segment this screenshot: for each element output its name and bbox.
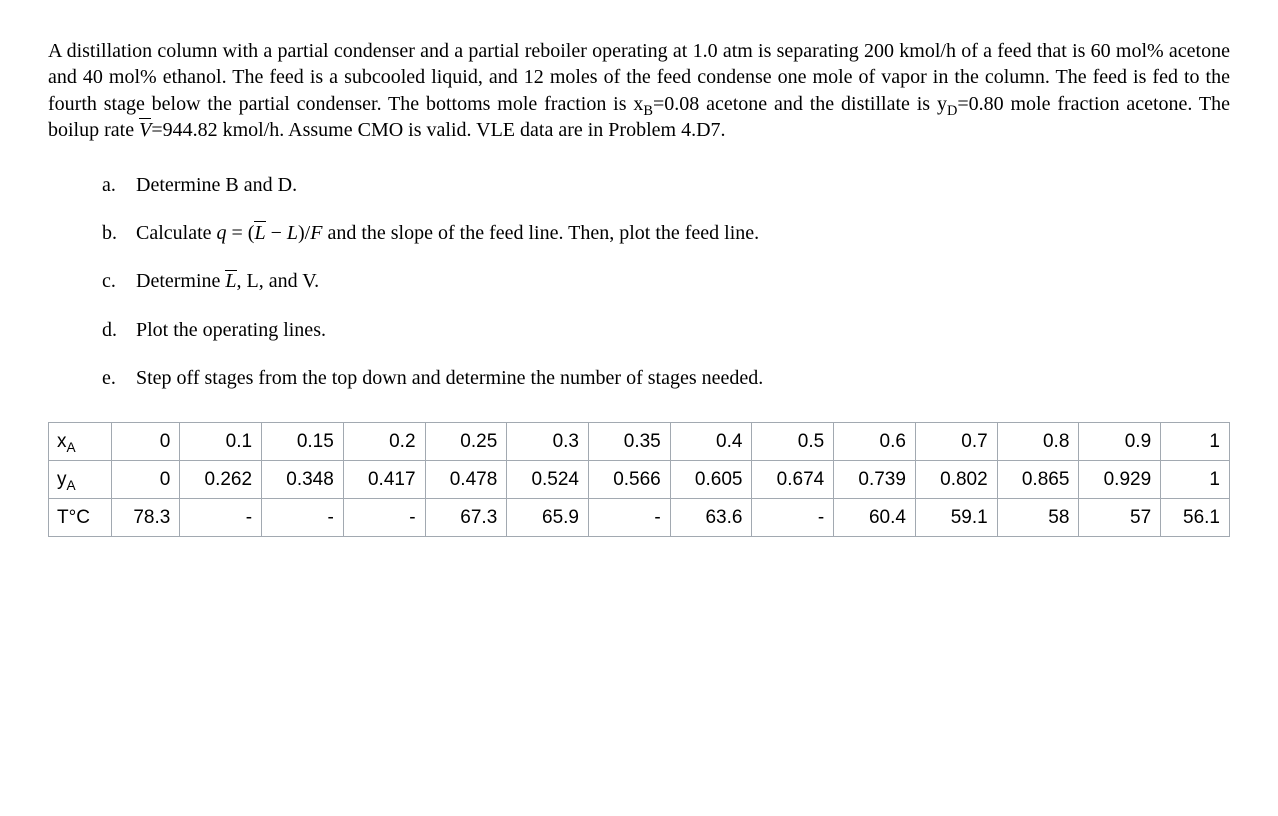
question-d-text: Plot the operating lines. [136,319,326,341]
table-cell: - [180,498,262,536]
xa-label: x [57,431,67,452]
table-cell: 0.417 [343,460,425,498]
l-bar-b: L [254,220,265,246]
question-e-text: Step off stages from the top down and de… [136,367,763,389]
table-cell: 0.348 [262,460,344,498]
table-cell: 0.25 [425,422,507,460]
question-c-pre: Determine [136,270,225,292]
question-b-pre: Calculate [136,222,217,244]
table-row-xa: xA 00.10.150.20.250.30.350.40.50.60.70.8… [49,422,1230,460]
question-e: e. Step off stages from the top down and… [102,365,1230,391]
marker-e: e. [102,365,116,391]
question-c-post: , L, and V. [237,270,320,292]
table-cell: 57 [1079,498,1161,536]
table-cell: 0.8 [997,422,1079,460]
intro-end: =944.82 kmol/h. Assume CMO is valid. VLE… [151,119,725,141]
table-cell: 0.865 [997,460,1079,498]
table-row-ya: yA 00.2620.3480.4170.4780.5240.5660.6050… [49,460,1230,498]
marker-c: c. [102,268,116,294]
row-head-tc: T°C [49,498,112,536]
table-cell: 0.739 [834,460,916,498]
table-cell: 0.674 [752,460,834,498]
table-cell: 1 [1161,460,1230,498]
problem-statement: A distillation column with a partial con… [48,38,1230,144]
l-bar-c: L [225,268,236,294]
marker-d: d. [102,317,117,343]
table-cell: - [589,498,671,536]
table-cell: 63.6 [670,498,752,536]
table-cell: - [262,498,344,536]
table-cell: 0 [111,422,180,460]
question-d: d. Plot the operating lines. [102,317,1230,343]
v-bar: V [139,117,151,143]
question-b-eq: = ( [227,222,255,244]
table-cell: 56.1 [1161,498,1230,536]
table-cell: 0.478 [425,460,507,498]
table-cell: 0.2 [343,422,425,460]
table-cell: 0.802 [915,460,997,498]
table-cell: 0.929 [1079,460,1161,498]
table-cell: 0.605 [670,460,752,498]
question-b: b. Calculate q = (L − L)/F and the slope… [102,220,1230,246]
table-cell: 0.5 [752,422,834,460]
table-row-tc: T°C 78.3---67.365.9-63.6-60.459.1585756.… [49,498,1230,536]
questions-list: a. Determine B and D. b. Calculate q = (… [48,172,1230,392]
table-cell: 1 [1161,422,1230,460]
table-cell: 0.15 [262,422,344,460]
row-head-ya: yA [49,460,112,498]
question-c: c. Determine L, L, and V. [102,268,1230,294]
vle-table: xA 00.10.150.20.250.30.350.40.50.60.70.8… [48,422,1230,537]
table-cell: 0.524 [507,460,589,498]
table-cell: 0.3 [507,422,589,460]
marker-a: a. [102,172,116,198]
xa-sub: A [67,439,76,454]
intro-mid1: =0.08 acetone and the distillate is y [653,93,947,115]
ya-label: y [57,469,67,490]
row-head-xa: xA [49,422,112,460]
marker-b: b. [102,220,117,246]
question-b-mid: − [266,222,287,244]
table-cell: 0.7 [915,422,997,460]
table-cell: - [343,498,425,536]
table-cell: 0.6 [834,422,916,460]
table-cell: 0.566 [589,460,671,498]
question-a-text: Determine B and D. [136,174,297,196]
question-b-tail: and the slope of the feed line. Then, pl… [322,222,759,244]
l-sym-b: L [287,222,298,244]
yd-sub: D [947,103,957,119]
table-cell: 78.3 [111,498,180,536]
question-a: a. Determine B and D. [102,172,1230,198]
question-b-close: )/ [298,222,310,244]
table-cell: - [752,498,834,536]
table-cell: 60.4 [834,498,916,536]
table-cell: 0.4 [670,422,752,460]
f-sym: F [310,222,322,244]
table-cell: 0.262 [180,460,262,498]
table-cell: 0.9 [1079,422,1161,460]
q-symbol: q [217,222,227,244]
table-cell: 0.35 [589,422,671,460]
table-cell: 65.9 [507,498,589,536]
table-cell: 67.3 [425,498,507,536]
table-cell: 59.1 [915,498,997,536]
table-cell: 58 [997,498,1079,536]
ya-sub: A [67,477,76,492]
xb-sub: B [643,103,653,119]
table-cell: 0.1 [180,422,262,460]
table-cell: 0 [111,460,180,498]
